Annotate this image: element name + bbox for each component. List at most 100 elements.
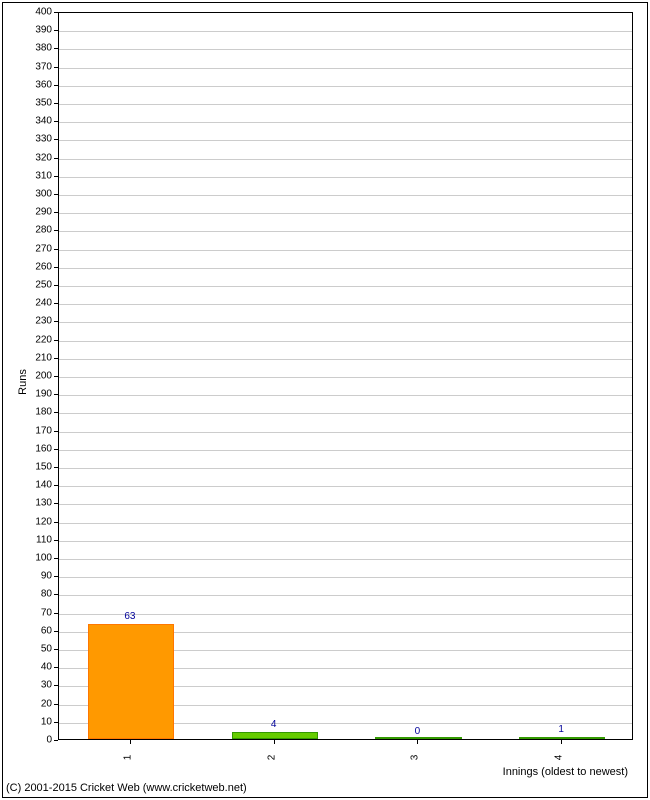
ytick-mark — [54, 103, 58, 104]
bar — [375, 737, 461, 739]
ytick-label: 30 — [41, 680, 52, 691]
ytick-mark — [54, 358, 58, 359]
ytick-label: 350 — [35, 98, 52, 109]
ytick-label: 210 — [35, 352, 52, 363]
bar — [519, 737, 605, 739]
gridline — [59, 304, 632, 305]
ytick-mark — [54, 212, 58, 213]
gridline — [59, 177, 632, 178]
gridline — [59, 377, 632, 378]
ytick-mark — [54, 48, 58, 49]
gridline — [59, 395, 632, 396]
ytick-label: 60 — [41, 625, 52, 636]
ytick-mark — [54, 522, 58, 523]
gridline — [59, 432, 632, 433]
ytick-mark — [54, 631, 58, 632]
ytick-mark — [54, 449, 58, 450]
ytick-label: 330 — [35, 134, 52, 145]
ytick-mark — [54, 121, 58, 122]
ytick-mark — [54, 412, 58, 413]
gridline — [59, 286, 632, 287]
bar — [88, 624, 174, 739]
gridline — [59, 68, 632, 69]
ytick-mark — [54, 12, 58, 13]
ytick-label: 250 — [35, 280, 52, 291]
gridline — [59, 577, 632, 578]
ytick-mark — [54, 30, 58, 31]
ytick-label: 370 — [35, 61, 52, 72]
y-axis-label: Runs — [17, 369, 29, 395]
ytick-mark — [54, 303, 58, 304]
ytick-label: 80 — [41, 589, 52, 600]
bar — [232, 732, 318, 739]
ytick-mark — [54, 139, 58, 140]
ytick-mark — [54, 194, 58, 195]
ytick-mark — [54, 321, 58, 322]
ytick-label: 200 — [35, 371, 52, 382]
ytick-label: 300 — [35, 189, 52, 200]
gridline — [59, 159, 632, 160]
ytick-label: 0 — [46, 735, 52, 746]
gridline — [59, 250, 632, 251]
gridline — [59, 468, 632, 469]
gridline — [59, 341, 632, 342]
ytick-label: 170 — [35, 425, 52, 436]
gridline — [59, 268, 632, 269]
ytick-label: 130 — [35, 498, 52, 509]
copyright-text: (C) 2001-2015 Cricket Web (www.cricketwe… — [6, 782, 247, 794]
ytick-label: 220 — [35, 334, 52, 345]
ytick-label: 120 — [35, 516, 52, 527]
ytick-mark — [54, 722, 58, 723]
gridline — [59, 504, 632, 505]
ytick-mark — [54, 431, 58, 432]
ytick-label: 380 — [35, 43, 52, 54]
gridline — [59, 595, 632, 596]
ytick-label: 290 — [35, 207, 52, 218]
gridline — [59, 322, 632, 323]
ytick-label: 110 — [36, 534, 52, 545]
ytick-label: 190 — [35, 389, 52, 400]
ytick-label: 310 — [35, 170, 52, 181]
ytick-mark — [54, 558, 58, 559]
ytick-label: 160 — [35, 443, 52, 454]
ytick-mark — [54, 467, 58, 468]
ytick-mark — [54, 485, 58, 486]
ytick-label: 150 — [35, 462, 52, 473]
gridline — [59, 614, 632, 615]
ytick-mark — [54, 649, 58, 650]
xtick-label: 3 — [410, 755, 421, 761]
ytick-label: 390 — [35, 25, 52, 36]
ytick-mark — [54, 594, 58, 595]
ytick-mark — [54, 740, 58, 741]
ytick-label: 340 — [35, 116, 52, 127]
x-axis-label: Innings (oldest to newest) — [503, 766, 628, 778]
gridline — [59, 104, 632, 105]
gridline — [59, 195, 632, 196]
ytick-label: 320 — [35, 152, 52, 163]
gridline — [59, 213, 632, 214]
gridline — [59, 523, 632, 524]
ytick-label: 180 — [35, 407, 52, 418]
gridline — [59, 231, 632, 232]
ytick-mark — [54, 340, 58, 341]
ytick-label: 70 — [41, 607, 52, 618]
bar-value-label: 63 — [124, 611, 135, 622]
gridline — [59, 541, 632, 542]
ytick-mark — [54, 685, 58, 686]
gridline — [59, 413, 632, 414]
gridline — [59, 122, 632, 123]
ytick-label: 140 — [35, 480, 52, 491]
ytick-label: 260 — [35, 261, 52, 272]
gridline — [59, 140, 632, 141]
xtick-label: 1 — [122, 755, 133, 761]
xtick-label: 2 — [266, 755, 277, 761]
ytick-label: 20 — [41, 698, 52, 709]
xtick-label: 4 — [553, 755, 564, 761]
gridline — [59, 31, 632, 32]
ytick-mark — [54, 576, 58, 577]
bar-value-label: 1 — [558, 724, 564, 735]
ytick-label: 240 — [35, 298, 52, 309]
gridline — [59, 559, 632, 560]
ytick-mark — [54, 67, 58, 68]
ytick-label: 40 — [41, 662, 52, 673]
